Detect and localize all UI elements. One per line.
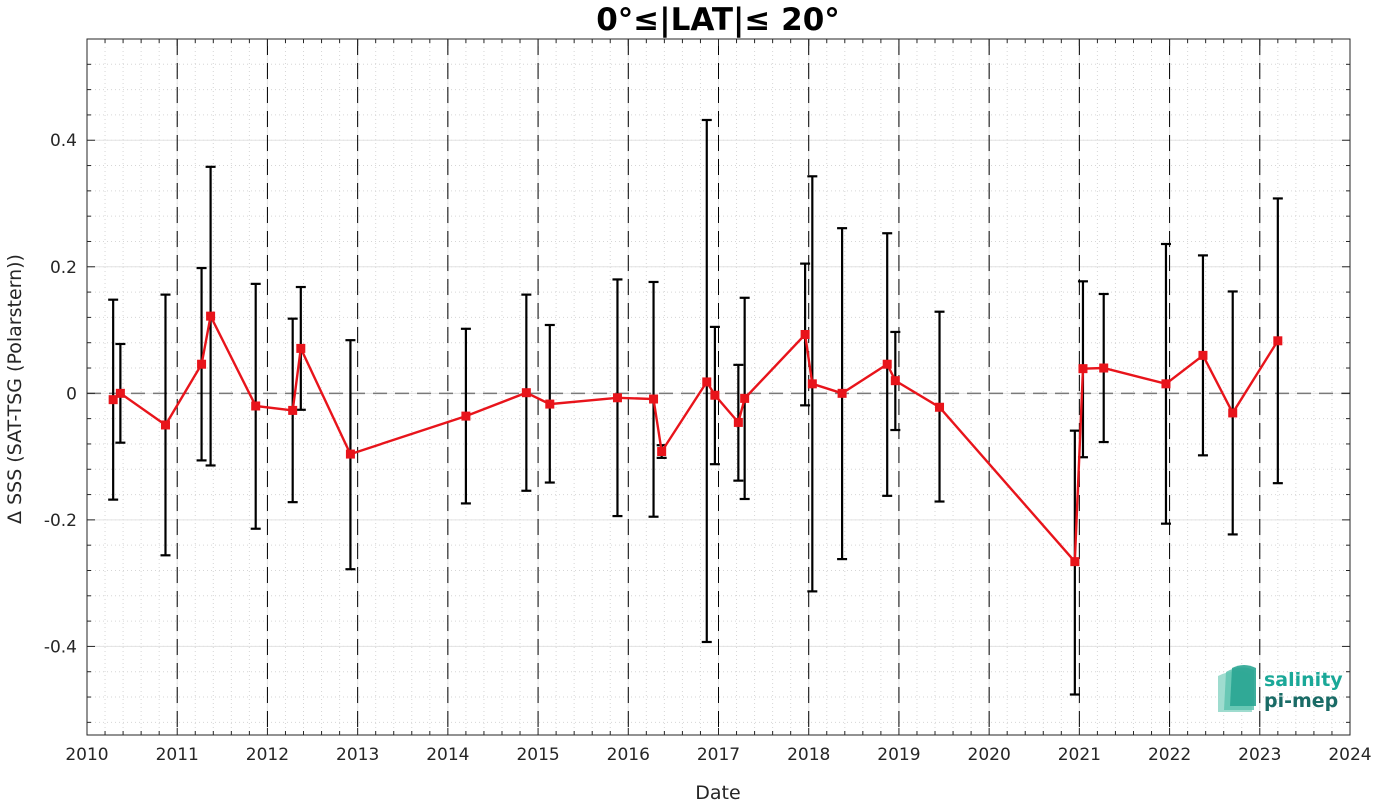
data-point-marker (160, 420, 170, 430)
y-tick-label: 0.2 (50, 258, 77, 278)
data-point-marker (710, 390, 720, 400)
x-tick-label: 2016 (607, 745, 650, 765)
x-tick-label: 2022 (1148, 745, 1191, 765)
x-tick-label: 2017 (697, 745, 740, 765)
ticks (86, 38, 1351, 735)
data-point-marker (545, 399, 555, 409)
data-point-marker (740, 393, 750, 403)
series-group (108, 311, 1283, 567)
x-tick-label: 2011 (156, 745, 199, 765)
y-tick-label: 0.4 (50, 131, 77, 151)
x-tick-label: 2013 (336, 745, 379, 765)
data-point-marker (1161, 379, 1171, 389)
data-point-marker (935, 402, 945, 412)
data-point-marker (837, 388, 847, 398)
salinity-pi-mep-logo: salinity pi-mep (1218, 665, 1343, 712)
x-tick-label: 2018 (787, 745, 830, 765)
year-marker-lines (176, 39, 1261, 735)
data-point-marker (521, 388, 531, 398)
x-tick-labels: 2010 2011 2012 2013 2014 2015 2016 2017 2018 2019… (65, 745, 1371, 765)
data-point-marker (1078, 364, 1088, 374)
data-point-marker (1198, 350, 1208, 360)
x-tick-label: 2012 (246, 745, 289, 765)
data-point-marker (296, 343, 306, 353)
logo-wave-icon (1218, 665, 1256, 712)
data-point-marker (108, 395, 118, 405)
x-axis-label: Date (695, 782, 740, 801)
y-tick-label: 0 (66, 384, 77, 404)
data-point-marker (251, 401, 261, 411)
data-point-marker (800, 329, 810, 339)
y-tick-labels: -0.4 -0.2 0 0.2 0.4 (44, 131, 77, 657)
logo-text-pi-mep: pi-mep (1264, 690, 1338, 712)
y-tick-label: -0.2 (44, 511, 77, 531)
x-tick-label: 2021 (1058, 745, 1101, 765)
logo-text-salinity: salinity (1264, 669, 1343, 691)
data-point-marker (1070, 557, 1080, 567)
x-tick-label: 2019 (877, 745, 920, 765)
data-point-marker (206, 311, 216, 321)
data-point-marker (702, 377, 712, 387)
y-tick-label: -0.4 (44, 637, 77, 657)
data-point-marker (1228, 408, 1238, 418)
data-point-marker (1273, 336, 1283, 346)
data-point-marker (115, 388, 125, 398)
x-tick-label: 2010 (65, 745, 108, 765)
data-point-marker (612, 393, 622, 403)
x-tick-label: 2020 (968, 745, 1011, 765)
y-axis-label: Δ SSS (SAT-TSG (Polarstern)) (4, 254, 26, 524)
chart-title: 0°≤|LAT|≤ 20° (596, 2, 840, 38)
data-point-marker (882, 359, 892, 369)
data-point-marker (733, 417, 743, 427)
series-line (112, 312, 1279, 565)
data-point-marker (288, 405, 298, 415)
data-point-marker (1099, 363, 1109, 373)
x-tick-label: 2023 (1238, 745, 1281, 765)
data-point-marker (461, 411, 471, 421)
x-tick-label: 2024 (1328, 745, 1371, 765)
data-point-marker (345, 449, 355, 459)
x-tick-label: 2014 (426, 745, 469, 765)
data-point-marker (807, 379, 817, 389)
x-tick-label: 2015 (516, 745, 559, 765)
data-point-marker (657, 447, 667, 457)
data-point-marker (649, 394, 659, 404)
data-point-marker (197, 359, 207, 369)
data-point-marker (890, 376, 900, 386)
